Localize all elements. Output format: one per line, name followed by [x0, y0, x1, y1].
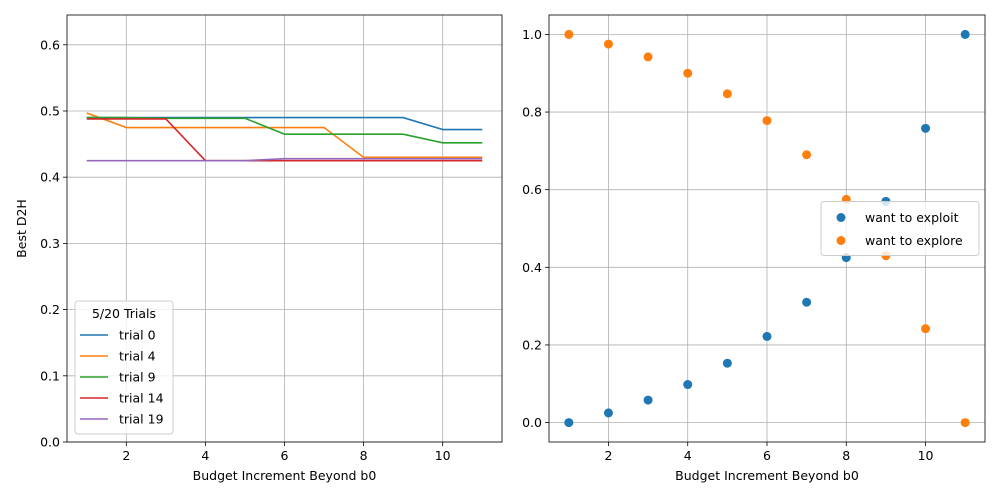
y-tick-label: 1.0 — [522, 27, 542, 42]
left-plot-lines — [86, 112, 483, 162]
left-legend-title: 5/20 Trials — [92, 306, 156, 321]
y-tick-label: 0.5 — [40, 103, 60, 118]
y-tick-label: 0.6 — [40, 37, 60, 52]
scatter-point — [960, 29, 970, 39]
scatter-point — [802, 297, 812, 307]
right-x-axis-label: Budget Increment Beyond b0 — [675, 468, 859, 483]
scatter-point — [683, 68, 693, 78]
y-tick-label: 0.1 — [40, 368, 60, 383]
left-legend-items: trial 0 trial 4 trial 9 trial 14 trial 19 — [80, 328, 164, 427]
left-x-axis-label: Budget Increment Beyond b0 — [193, 468, 377, 483]
scatter-point — [683, 380, 693, 390]
left-legend: 5/20 Trials trial 0 trial 4 trial 9 trial 1… — [74, 300, 174, 435]
scatter-point — [564, 29, 574, 39]
legend-marker-swatch — [836, 236, 846, 245]
x-tick-label: 10 — [918, 448, 934, 463]
y-tick-label: 0.0 — [522, 415, 542, 430]
legend-entry-label: want to explore — [865, 233, 963, 248]
left-y-ticks: 0.0 0.1 0.2 0.3 0.4 0.5 0.6 — [40, 37, 67, 450]
right-legend: want to exploit want to explore — [820, 201, 980, 256]
scatter-point — [643, 52, 653, 62]
y-tick-label: 0.4 — [522, 260, 542, 275]
legend-entry-label: trial 4 — [119, 349, 156, 364]
series-line — [86, 116, 483, 144]
x-tick-label: 8 — [360, 448, 368, 463]
y-tick-label: 0.0 — [40, 435, 60, 450]
legend-entry-label: trial 9 — [119, 370, 156, 385]
x-tick-label: 2 — [122, 448, 130, 463]
legend-entry-label: trial 0 — [119, 328, 156, 343]
series-line — [86, 157, 483, 162]
legend-entry-label: trial 19 — [119, 412, 164, 427]
right-scatter-chart: 2 4 6 8 10 0.0 0.2 0.4 0.6 0.8 1.0 Budget Increme… — [522, 14, 986, 483]
scatter-point — [722, 358, 732, 368]
x-tick-label: 8 — [842, 448, 850, 463]
scatter-point — [921, 324, 931, 334]
y-tick-label: 0.2 — [40, 302, 60, 317]
scatter-point — [722, 89, 732, 99]
y-tick-label: 0.6 — [522, 182, 542, 197]
series-line — [86, 112, 483, 159]
right-grid — [549, 15, 985, 442]
y-tick-label: 0.3 — [40, 236, 60, 251]
scatter-point — [762, 116, 772, 126]
x-tick-label: 6 — [763, 448, 771, 463]
y-tick-label: 0.2 — [522, 337, 542, 352]
left-line-chart: 2 4 6 8 10 0.0 0.1 0.2 0.3 0.4 0.5 0.6 Budget Incr… — [14, 14, 503, 483]
right-y-ticks: 0.0 0.2 0.4 0.6 0.8 1.0 — [522, 27, 549, 430]
legend-entry-label: want to exploit — [865, 210, 959, 225]
scatter-point — [603, 39, 613, 49]
legend-marker-swatch — [836, 213, 846, 222]
scatter-point — [643, 395, 653, 405]
y-tick-label: 0.4 — [40, 170, 60, 185]
left-y-axis-label: Best D2H — [14, 199, 29, 258]
right-x-ticks: 2 4 6 8 10 — [604, 442, 934, 463]
y-tick-label: 0.8 — [522, 105, 542, 120]
x-tick-label: 4 — [684, 448, 692, 463]
scatter-point — [762, 331, 772, 341]
x-tick-label: 6 — [281, 448, 289, 463]
scatter-point — [564, 418, 574, 428]
scatter-point — [802, 150, 812, 160]
series-line — [86, 118, 483, 162]
legend-entry-label: trial 14 — [119, 391, 164, 406]
x-tick-label: 4 — [201, 448, 209, 463]
right-legend-items: want to exploit want to explore — [836, 210, 963, 248]
scatter-point — [960, 418, 970, 428]
right-legend-box — [820, 201, 980, 256]
x-tick-label: 2 — [604, 448, 612, 463]
scatter-point — [603, 408, 613, 418]
left-x-ticks: 2 4 6 8 10 — [122, 442, 451, 463]
x-tick-label: 10 — [435, 448, 451, 463]
scatter-point — [921, 123, 931, 133]
